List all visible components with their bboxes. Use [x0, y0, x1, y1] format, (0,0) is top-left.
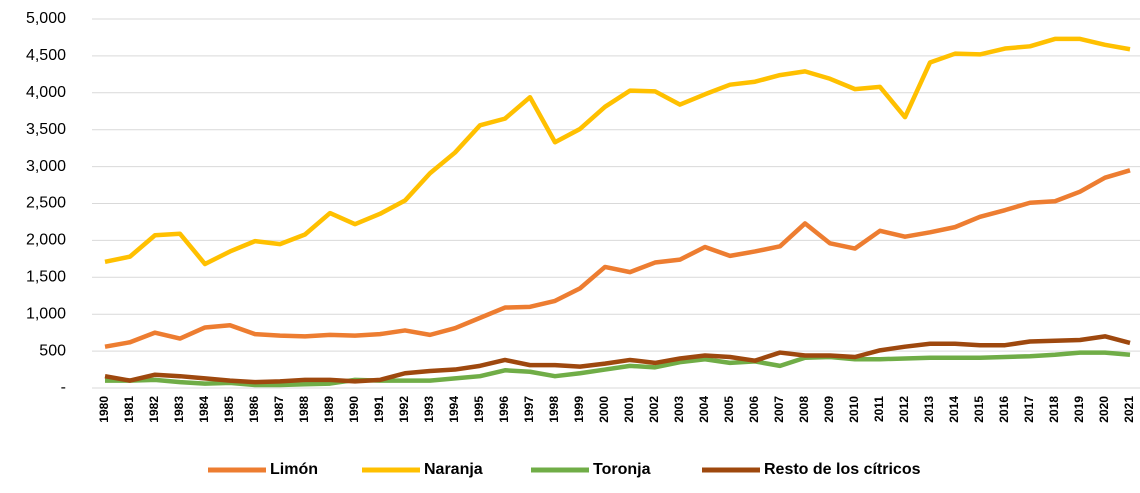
x-tick-label: 1984 [197, 396, 211, 423]
x-tick-label: 1997 [522, 396, 536, 423]
x-tick-label: 1995 [472, 396, 486, 423]
y-tick-label: 3,000 [26, 158, 66, 175]
x-tick-label: 2019 [1072, 396, 1086, 423]
x-tick-label: 2002 [647, 396, 661, 423]
y-tick-label: 4,500 [26, 47, 66, 64]
x-tick-label: 1989 [322, 396, 336, 423]
x-tick-label: 1993 [422, 396, 436, 423]
x-tick-label: 1992 [397, 396, 411, 423]
y-tick-label: 500 [39, 342, 66, 359]
y-tick-label: - [61, 379, 66, 396]
x-tick-label: 1980 [97, 396, 111, 423]
x-tick-label: 1981 [122, 396, 136, 423]
x-tick-label: 2015 [972, 396, 986, 423]
x-tick-label: 1991 [372, 396, 386, 423]
x-tick-label: 1988 [297, 396, 311, 423]
x-tick-label: 2001 [622, 396, 636, 423]
x-tick-label: 1994 [447, 396, 461, 423]
y-tick-label: 5,000 [26, 10, 66, 27]
x-tick-label: 1990 [347, 396, 361, 423]
y-tick-label: 2,500 [26, 195, 66, 212]
x-tick-label: 2008 [797, 396, 811, 423]
x-tick-label: 1986 [247, 396, 261, 423]
x-tick-label: 1985 [222, 396, 236, 423]
legend-label: Naranja [424, 461, 483, 478]
x-tick-label: 1999 [572, 396, 586, 423]
x-tick-label: 2003 [672, 396, 686, 423]
x-tick-label: 2017 [1022, 396, 1036, 423]
series-line [105, 350, 1131, 388]
x-tick-label: 2009 [822, 396, 836, 423]
legend-label: Limón [270, 461, 318, 478]
x-tick-label: 2010 [847, 396, 861, 423]
y-tick-label: 4,000 [26, 84, 66, 101]
x-tick-label: 2018 [1047, 396, 1061, 423]
x-tick-label: 2012 [897, 396, 911, 423]
x-tick-label: 1996 [497, 396, 511, 423]
x-tick-label: 2014 [947, 396, 961, 423]
y-tick-label: 3,500 [26, 121, 66, 138]
x-tick-label: 2004 [697, 396, 711, 423]
y-tick-label: 2,000 [26, 232, 66, 249]
x-tick-label: 2005 [722, 396, 736, 423]
series-line [104, 36, 1131, 267]
x-tick-label: 1998 [547, 396, 561, 423]
x-tick-label: 2011 [872, 396, 886, 422]
y-tick-label: 1,500 [26, 269, 66, 286]
x-tick-label: 2000 [597, 396, 611, 423]
series-line [104, 334, 1131, 385]
x-tick-label: 1987 [272, 396, 286, 423]
x-tick-label: 2006 [747, 396, 761, 423]
legend-label: Resto de los cítricos [764, 461, 921, 478]
x-tick-label: 2021 [1122, 396, 1136, 423]
x-tick-label: 2007 [772, 396, 786, 423]
legend-label: Toronja [593, 461, 651, 478]
y-tick-label: 1,000 [26, 305, 66, 322]
x-tick-label: 1982 [147, 396, 161, 423]
series-line [104, 168, 1131, 349]
x-tick-label: 2016 [997, 396, 1011, 423]
x-tick-label: 2020 [1097, 396, 1111, 423]
x-tick-label: 1983 [172, 396, 186, 423]
x-tick-label: 2013 [922, 396, 936, 423]
